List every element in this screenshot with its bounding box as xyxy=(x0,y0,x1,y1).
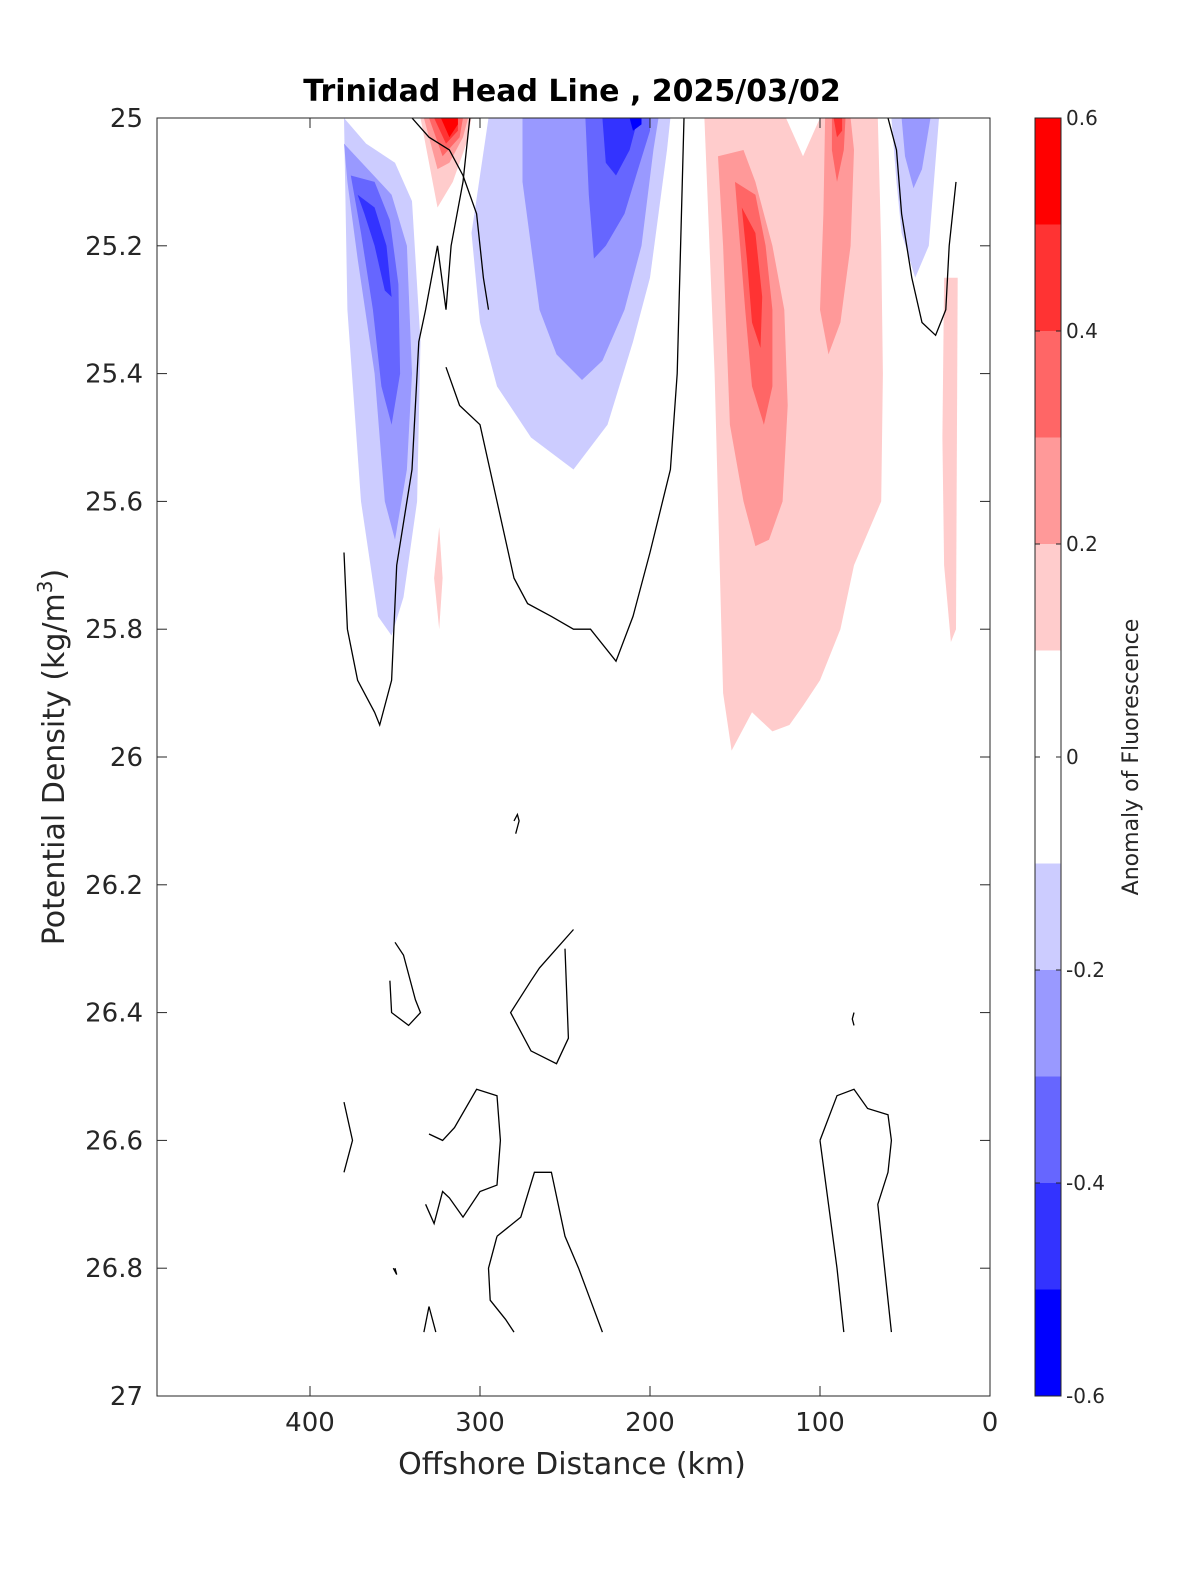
contour-region-16 xyxy=(831,118,846,182)
zero-contour-4 xyxy=(513,812,520,834)
zero-contour-13 xyxy=(487,1236,515,1333)
colorbar-tick-label-0: 0.6 xyxy=(1066,106,1098,130)
chart-title: Trinidad Head Line , 2025/03/02 xyxy=(303,74,840,109)
y-tick-label-8: 26.6 xyxy=(85,1126,143,1156)
x-axis-label: Offshore Distance (km) xyxy=(398,1447,746,1482)
x-tick-label-4: 0 xyxy=(982,1408,999,1438)
colorbar-label: Anomaly of Fluorescence xyxy=(1119,619,1144,896)
colorbar-band-11 xyxy=(1035,1289,1061,1396)
contour-region-18 xyxy=(942,277,958,642)
y-tick-label-10: 27 xyxy=(110,1382,143,1412)
colorbar-tick-label-4: -0.2 xyxy=(1066,958,1105,982)
x-axis: 400 300 200 100 0 xyxy=(285,118,998,1438)
zero-contour-11 xyxy=(819,1088,893,1333)
colorbar-band-10 xyxy=(1035,1183,1061,1290)
y-axis-label-close: ) xyxy=(37,569,72,581)
contour-region-2 xyxy=(350,175,401,425)
contour-region-8 xyxy=(629,118,642,131)
contour-region-10 xyxy=(901,118,931,189)
zero-contour-0 xyxy=(343,118,480,728)
contour-region-24 xyxy=(434,527,443,630)
colorbar-band-9 xyxy=(1035,1076,1061,1183)
zero-contour-15 xyxy=(428,1306,437,1333)
zero-contour-10 xyxy=(851,1012,855,1026)
x-tick-label-2: 200 xyxy=(625,1408,675,1438)
y-axis-label-superscript: 3 xyxy=(33,580,57,593)
y-axis: 25 25.2 25.4 25.6 25.8 26 26.2 26.4 26.6 26.8 27 xyxy=(85,104,990,1412)
zero-contour-lines xyxy=(343,118,957,1333)
x-tick-label-0: 400 xyxy=(285,1408,335,1438)
colorbar-tick-label-1: 0.4 xyxy=(1066,319,1098,343)
colorbar-tick-label-2: 0.2 xyxy=(1066,532,1098,556)
y-tick-label-6: 26.2 xyxy=(85,871,143,901)
y-axis-label-main: Potential Density (kg/m xyxy=(37,593,72,945)
y-tick-label-5: 26 xyxy=(110,743,143,773)
colorbar xyxy=(1034,117,1062,1397)
colorbar-band-3 xyxy=(1035,437,1061,544)
y-tick-label-9: 26.8 xyxy=(85,1254,143,1284)
zero-contour-2 xyxy=(445,118,685,663)
colorbar-band-2 xyxy=(1035,331,1061,438)
contour-region-9 xyxy=(891,118,939,278)
contour-region-23 xyxy=(440,118,458,138)
colorbar-band-4 xyxy=(1035,544,1061,651)
zero-contour-16 xyxy=(423,1306,430,1333)
colorbar-tick-label-6: -0.6 xyxy=(1066,1384,1105,1408)
y-axis-label: Potential Density (kg/m3) xyxy=(33,569,72,945)
y-tick-label-0: 25 xyxy=(110,104,143,134)
contour-region-15 xyxy=(820,118,854,355)
y-tick-label-1: 25.2 xyxy=(85,232,143,262)
zero-contour-7 xyxy=(343,1101,354,1173)
colorbar-band-0 xyxy=(1035,118,1061,225)
zero-contour-9 xyxy=(392,1267,398,1275)
zero-contour-6 xyxy=(509,929,574,1065)
contour-region-6 xyxy=(585,118,650,259)
contour-region-7 xyxy=(602,118,640,176)
contour-region-14 xyxy=(741,207,763,348)
colorbar-ticks: 0.6 0.4 0.2 0 -0.2 -0.4 -0.6 xyxy=(1035,106,1105,1408)
filled-contour-regions xyxy=(344,118,958,751)
x-tick-label-3: 100 xyxy=(795,1408,845,1438)
colorbar-band-1 xyxy=(1035,224,1061,331)
zero-contour-3 xyxy=(887,118,957,337)
colorbar-band-7 xyxy=(1035,863,1061,970)
y-tick-label-3: 25.6 xyxy=(85,487,143,517)
y-tick-label-4: 25.8 xyxy=(85,615,143,645)
y-tick-label-7: 26.4 xyxy=(85,999,143,1029)
zero-contour-5 xyxy=(389,941,422,1027)
colorbar-band-8 xyxy=(1035,970,1061,1077)
colorbar-tick-label-3: 0 xyxy=(1066,745,1079,769)
x-tick-label-1: 300 xyxy=(455,1408,505,1438)
colorbar-band-6 xyxy=(1035,757,1061,864)
zero-contour-12 xyxy=(819,1140,845,1333)
y-tick-label-2: 25.4 xyxy=(85,360,143,390)
zero-contour-14 xyxy=(496,1171,604,1333)
colorbar-tick-label-5: -0.4 xyxy=(1066,1171,1105,1195)
contour-region-3 xyxy=(357,194,392,297)
zero-contour-1 xyxy=(411,118,490,310)
contour-region-17 xyxy=(833,118,843,138)
colorbar-band-5 xyxy=(1035,650,1061,757)
zero-contour-8 xyxy=(425,1088,502,1226)
